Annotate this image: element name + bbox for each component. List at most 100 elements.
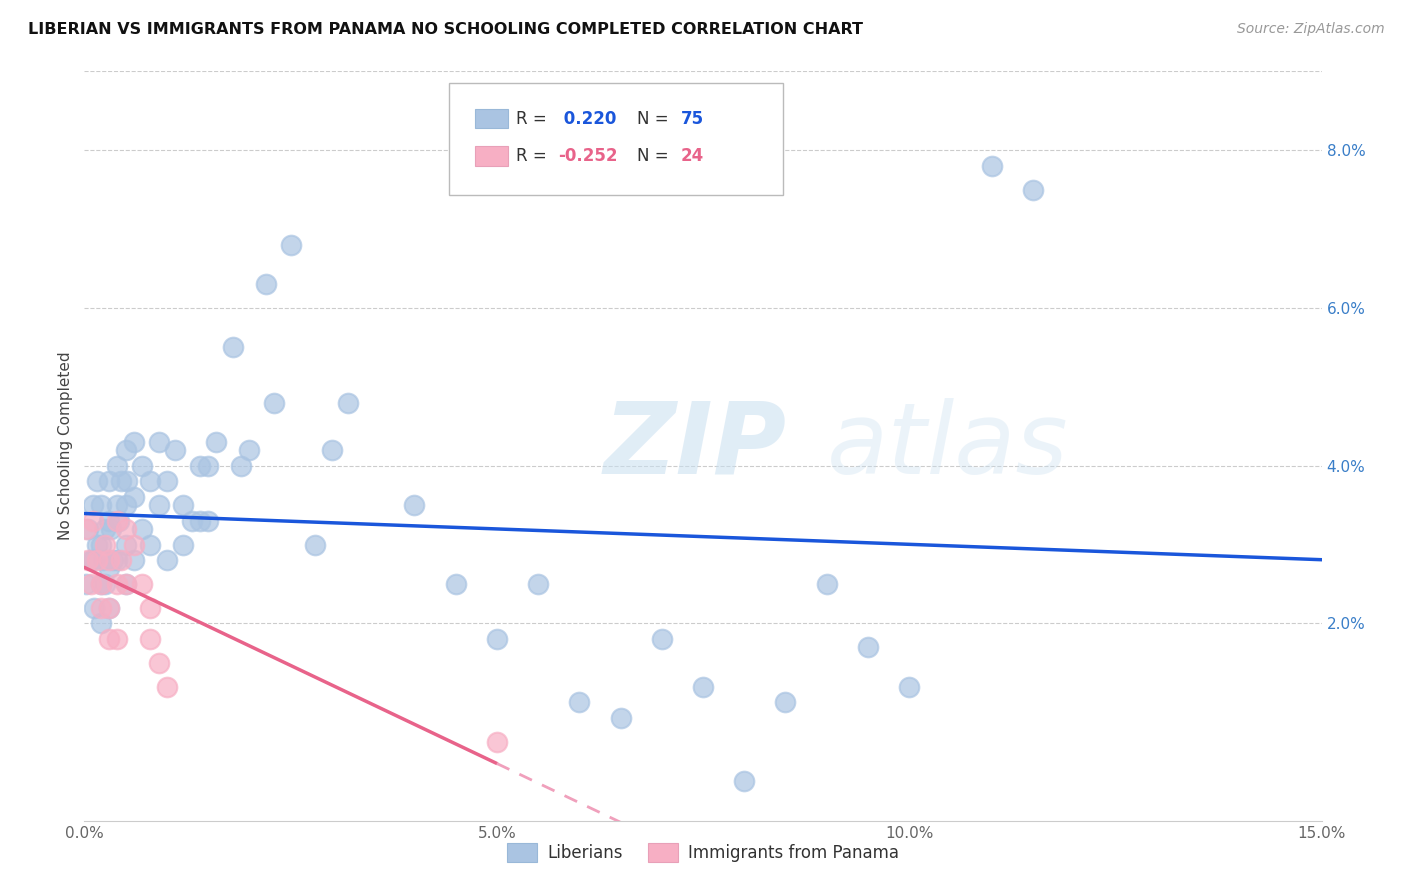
Point [103, 553, 125, 567]
Point [86, 538, 108, 552]
Point [117, 475, 139, 489]
Point [122, 435, 145, 450]
Point [197, 514, 219, 528]
Point [75, 522, 97, 536]
Point [108, 514, 131, 528]
Point [122, 490, 145, 504]
Point [568, 695, 591, 709]
Point [114, 498, 136, 512]
Point [94, 522, 117, 536]
Y-axis label: No Schooling Completed: No Schooling Completed [58, 351, 73, 541]
Point [98, 632, 121, 647]
Point [148, 656, 170, 670]
Point [165, 442, 187, 457]
Point [651, 632, 673, 647]
Point [148, 498, 170, 512]
Point [898, 680, 921, 694]
Point [75, 577, 97, 591]
Point [114, 442, 136, 457]
Point [156, 475, 179, 489]
Point [114, 538, 136, 552]
Text: R =: R = [516, 110, 553, 128]
Point [205, 435, 228, 450]
Point [98, 514, 121, 528]
Point [188, 458, 211, 473]
Point [444, 577, 467, 591]
Point [527, 577, 550, 591]
Point [222, 340, 245, 354]
Text: N =: N = [637, 110, 675, 128]
Point [156, 553, 179, 567]
Point [90, 577, 112, 591]
Point [90, 538, 112, 552]
Point [280, 238, 302, 252]
Point [90, 577, 112, 591]
Point [692, 680, 714, 694]
Point [114, 577, 136, 591]
Point [139, 538, 162, 552]
Point [82, 553, 104, 567]
Point [98, 475, 121, 489]
Point [105, 577, 128, 591]
Point [131, 577, 153, 591]
Point [733, 774, 755, 789]
Point [80, 577, 103, 591]
Point [105, 458, 128, 473]
Point [263, 395, 285, 409]
Point [485, 632, 508, 647]
Text: R =: R = [516, 147, 553, 165]
Point [91, 553, 114, 567]
Point [94, 577, 117, 591]
Point [110, 553, 132, 567]
Point [83, 600, 105, 615]
Point [100, 522, 122, 536]
Point [197, 458, 219, 473]
Point [90, 616, 112, 631]
Point [404, 498, 426, 512]
Point [856, 640, 879, 654]
Point [148, 435, 170, 450]
Point [139, 600, 162, 615]
Legend: Liberians, Immigrants from Panama: Liberians, Immigrants from Panama [501, 836, 905, 869]
Point [156, 680, 179, 694]
Point [98, 553, 121, 567]
Point [94, 538, 117, 552]
Point [98, 600, 121, 615]
Point [86, 475, 108, 489]
Text: 0.220: 0.220 [558, 110, 617, 128]
FancyBboxPatch shape [475, 109, 508, 128]
Point [114, 577, 136, 591]
FancyBboxPatch shape [450, 83, 783, 195]
Point [114, 522, 136, 536]
Text: N =: N = [637, 147, 675, 165]
Text: 75: 75 [681, 110, 704, 128]
Point [172, 538, 194, 552]
Point [105, 553, 128, 567]
Point [105, 514, 128, 528]
FancyBboxPatch shape [475, 146, 508, 166]
Point [110, 475, 132, 489]
Point [139, 632, 162, 647]
Point [122, 538, 145, 552]
Point [815, 577, 838, 591]
Point [485, 735, 508, 749]
Point [775, 695, 797, 709]
Point [180, 514, 202, 528]
Point [80, 553, 103, 567]
Text: ZIP: ZIP [605, 398, 787, 494]
Text: LIBERIAN VS IMMIGRANTS FROM PANAMA NO SCHOOLING COMPLETED CORRELATION CHART: LIBERIAN VS IMMIGRANTS FROM PANAMA NO SC… [28, 22, 863, 37]
Point [105, 632, 128, 647]
Point [229, 458, 252, 473]
Point [172, 498, 194, 512]
Point [238, 442, 260, 457]
Point [77, 522, 100, 536]
Point [86, 553, 108, 567]
Point [980, 159, 1002, 173]
Point [98, 561, 121, 575]
Point [131, 458, 153, 473]
Point [139, 475, 162, 489]
Text: Source: ZipAtlas.com: Source: ZipAtlas.com [1237, 22, 1385, 37]
Point [188, 514, 211, 528]
Point [82, 498, 104, 512]
Text: -0.252: -0.252 [558, 147, 617, 165]
